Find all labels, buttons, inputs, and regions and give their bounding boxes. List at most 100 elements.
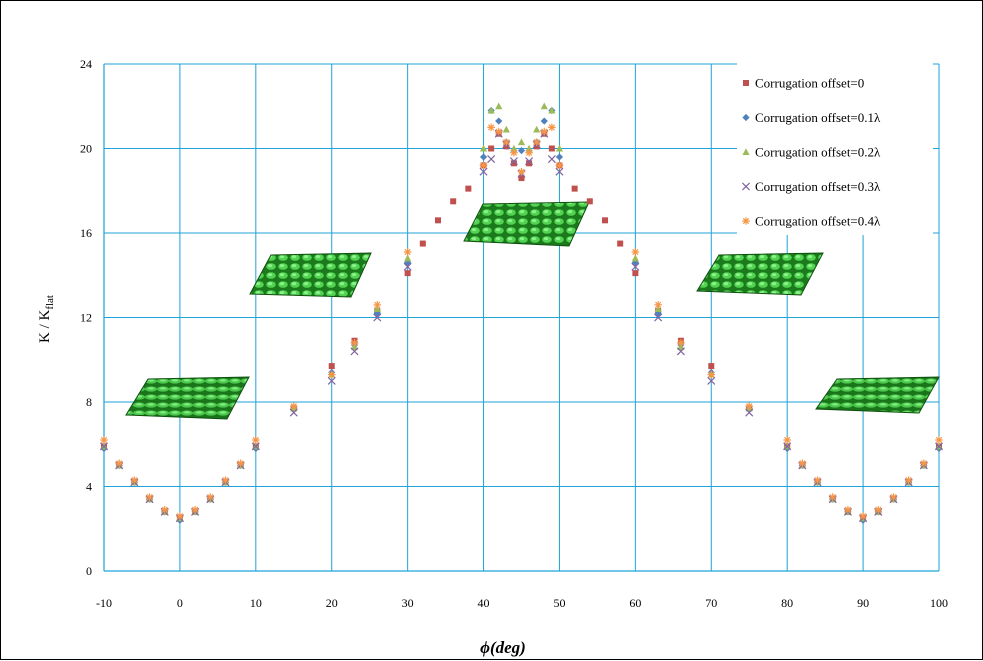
data-point	[548, 145, 555, 152]
data-point	[783, 436, 791, 444]
data-point	[251, 442, 260, 451]
data-point	[373, 309, 381, 317]
data-point	[555, 167, 564, 176]
data-point	[555, 144, 564, 152]
data-point	[920, 459, 928, 468]
data-point	[503, 143, 510, 150]
legend-label: Corrugation offset=0	[755, 76, 864, 91]
data-points	[99, 102, 944, 524]
data-point	[525, 157, 534, 166]
x-tick-label: 70	[705, 596, 717, 610]
legend-marker	[743, 80, 749, 86]
data-point	[555, 161, 564, 170]
data-point	[707, 376, 716, 385]
data-point	[465, 185, 472, 192]
data-point	[510, 160, 517, 167]
surface-inset-3	[463, 201, 590, 247]
data-point	[495, 102, 503, 110]
data-point	[677, 339, 685, 347]
legend-label: Corrugation offset=0.3λ	[755, 179, 881, 194]
x-tick-label: 80	[781, 596, 793, 610]
data-point	[859, 512, 867, 520]
x-tick-label: 20	[326, 596, 338, 610]
data-point	[745, 402, 754, 411]
data-point	[677, 343, 685, 351]
legend-marker	[742, 148, 750, 155]
surface-inset-2	[249, 252, 372, 298]
data-point	[540, 102, 548, 110]
y-tick-label: 0	[86, 564, 92, 578]
data-point	[145, 493, 154, 501]
series-asterisk	[100, 123, 943, 520]
legend-marker	[741, 182, 751, 191]
data-point	[115, 459, 123, 468]
legend-label: Corrugation offset=0.1λ	[755, 110, 881, 125]
data-point	[404, 270, 411, 277]
axes	[103, 64, 939, 572]
data-point	[289, 402, 298, 411]
data-point	[328, 363, 335, 370]
data-point	[130, 476, 139, 484]
data-point	[874, 505, 883, 514]
data-point	[510, 144, 518, 152]
data-point	[373, 313, 382, 322]
data-point	[676, 347, 685, 356]
y-tick-labels: 0 4 8 12 16 20 24	[80, 57, 92, 578]
data-point	[327, 376, 336, 385]
data-point	[548, 123, 556, 132]
data-point	[525, 148, 533, 157]
data-point	[889, 493, 898, 501]
data-point	[654, 309, 662, 317]
data-point	[236, 459, 245, 468]
data-point	[798, 459, 807, 468]
data-point	[99, 442, 109, 451]
data-point	[487, 106, 495, 114]
legend-marker	[742, 217, 750, 225]
data-point	[654, 301, 662, 309]
data-point	[176, 512, 184, 520]
data-point	[617, 240, 624, 247]
data-point	[707, 370, 716, 379]
data-point	[502, 138, 511, 146]
x-tick-label: 30	[402, 596, 414, 610]
legend-item: Corrugation offset=0.3λ	[741, 179, 881, 194]
data-point	[373, 301, 382, 309]
x-tick-label: 60	[629, 596, 641, 610]
data-point	[206, 493, 215, 501]
data-point	[540, 127, 549, 136]
x-axis-title: ϕ(deg)	[480, 638, 526, 657]
x-tick-label: 100	[930, 596, 948, 610]
data-point	[602, 217, 608, 224]
data-point	[403, 248, 412, 256]
data-point	[350, 339, 359, 347]
surface-inset-4	[696, 252, 824, 296]
data-point	[533, 143, 540, 150]
data-point	[745, 408, 754, 417]
data-point	[450, 198, 457, 205]
legend-item: Corrugation offset=0.2λ	[742, 145, 881, 160]
y-tick-label: 8	[86, 395, 92, 409]
legend: Corrugation offset=0 Corrugation offset=0…	[737, 63, 933, 235]
data-point	[494, 127, 503, 136]
data-point	[509, 157, 518, 166]
data-point	[631, 262, 640, 271]
x-tick-label: 0	[177, 596, 183, 610]
data-point	[479, 161, 488, 170]
data-point	[373, 305, 381, 313]
x-tick-label: 40	[478, 596, 490, 610]
data-point	[350, 347, 359, 356]
data-point	[488, 145, 495, 152]
surface-inset-5	[815, 376, 940, 414]
x-tick-label: 90	[857, 596, 869, 610]
data-point	[904, 476, 913, 484]
y-tick-label: 20	[80, 142, 92, 156]
data-point	[502, 125, 510, 133]
legend-item: Corrugation offset=0	[743, 76, 864, 91]
legend-label: Corrugation offset=0.2λ	[755, 145, 881, 160]
data-point	[479, 167, 488, 176]
data-point	[350, 343, 359, 351]
data-point	[518, 175, 525, 182]
data-point	[844, 505, 852, 514]
